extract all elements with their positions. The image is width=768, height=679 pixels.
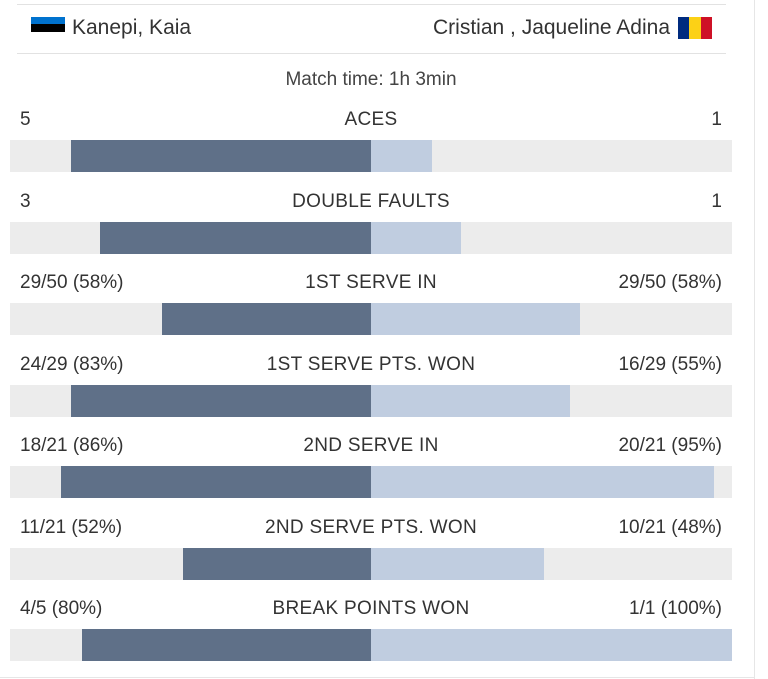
stat-bar-track (10, 629, 732, 661)
stat-row: 3 DOUBLE FAULTS 1 (10, 188, 732, 260)
estonia-flag-icon (31, 17, 65, 39)
stat-left-value: 5 (20, 109, 31, 130)
stat-left-value: 24/29 (83%) (20, 354, 124, 375)
stat-bar-right (371, 385, 570, 417)
stat-bar-left (61, 466, 371, 498)
stat-right-value: 1 (711, 191, 722, 212)
stat-left-value: 4/5 (80%) (20, 598, 103, 619)
stat-name: 1ST SERVE PTS. WON (266, 354, 476, 375)
flag-stripe (31, 17, 65, 25)
stat-name: DOUBLE FAULTS (292, 191, 450, 212)
stat-bar-left (71, 385, 371, 417)
stat-bar-right (371, 629, 732, 661)
match-time: Match time: 1h 3min (285, 69, 457, 90)
players-header: Kanepi, Kaia Cristian , Jaqueline Adina (17, 4, 726, 54)
stat-bar-left (82, 629, 371, 661)
stat-name: 2ND SERVE IN (303, 435, 439, 456)
stat-bar-track (10, 140, 732, 172)
stat-row: 29/50 (58%) 1ST SERVE IN 29/50 (58%) (10, 269, 732, 341)
stat-bar-right (371, 140, 432, 172)
stat-row: 11/21 (52%) 2ND SERVE PTS. WON 10/21 (48%) (10, 514, 732, 586)
stat-row: 4/5 (80%) BREAK POINTS WON 1/1 (100%) (10, 595, 732, 667)
flag-stripe (700, 17, 712, 39)
stat-name: 2ND SERVE PTS. WON (265, 517, 477, 538)
stat-bar-right (371, 466, 714, 498)
flag-stripe (31, 24, 65, 32)
stat-left-value: 11/21 (52%) (20, 517, 123, 538)
player-left: Kanepi, Kaia (31, 16, 191, 40)
stat-bar-track (10, 222, 732, 254)
stat-bar-left (183, 548, 371, 580)
stat-bar-track (10, 548, 732, 580)
stat-bar-right (371, 303, 580, 335)
stat-left-value: 29/50 (58%) (20, 272, 124, 293)
stat-name: BREAK POINTS WON (272, 598, 470, 619)
stat-name: 1ST SERVE IN (305, 272, 437, 293)
stat-bar-left (162, 303, 371, 335)
right-border (754, 0, 755, 679)
stat-right-value: 16/29 (55%) (618, 354, 722, 375)
player-left-name: Kanepi, Kaia (72, 16, 192, 39)
stat-bar-right (371, 548, 544, 580)
stat-right-value: 29/50 (58%) (618, 272, 722, 293)
romania-flag-icon (678, 17, 712, 39)
stat-bar-track (10, 466, 732, 498)
flag-stripe (678, 17, 690, 39)
stat-bar-left (71, 140, 371, 172)
stat-bar-right (371, 222, 461, 254)
stat-bar-track (10, 385, 732, 417)
stat-row: 24/29 (83%) 1ST SERVE PTS. WON 16/29 (55%) (10, 351, 732, 423)
flag-stripe (689, 17, 701, 39)
stat-right-value: 1/1 (100%) (629, 598, 722, 619)
bottom-border (0, 677, 754, 678)
stat-row: 18/21 (86%) 2ND SERVE IN 20/21 (95%) (10, 432, 732, 504)
stat-bar-left (100, 222, 371, 254)
stat-left-value: 18/21 (86%) (20, 435, 124, 456)
stat-bar-track (10, 303, 732, 335)
stat-name: ACES (344, 109, 398, 130)
player-right-name: Cristian , Jaqueline Adina (433, 16, 670, 39)
stat-right-value: 10/21 (48%) (618, 517, 722, 538)
player-right: Cristian , Jaqueline Adina (433, 16, 712, 40)
stat-row: 5 ACES 1 (10, 106, 732, 178)
stat-right-value: 1 (711, 109, 722, 130)
stat-left-value: 3 (20, 191, 31, 212)
flag-stripe (31, 31, 65, 39)
stat-right-value: 20/21 (95%) (618, 435, 722, 456)
